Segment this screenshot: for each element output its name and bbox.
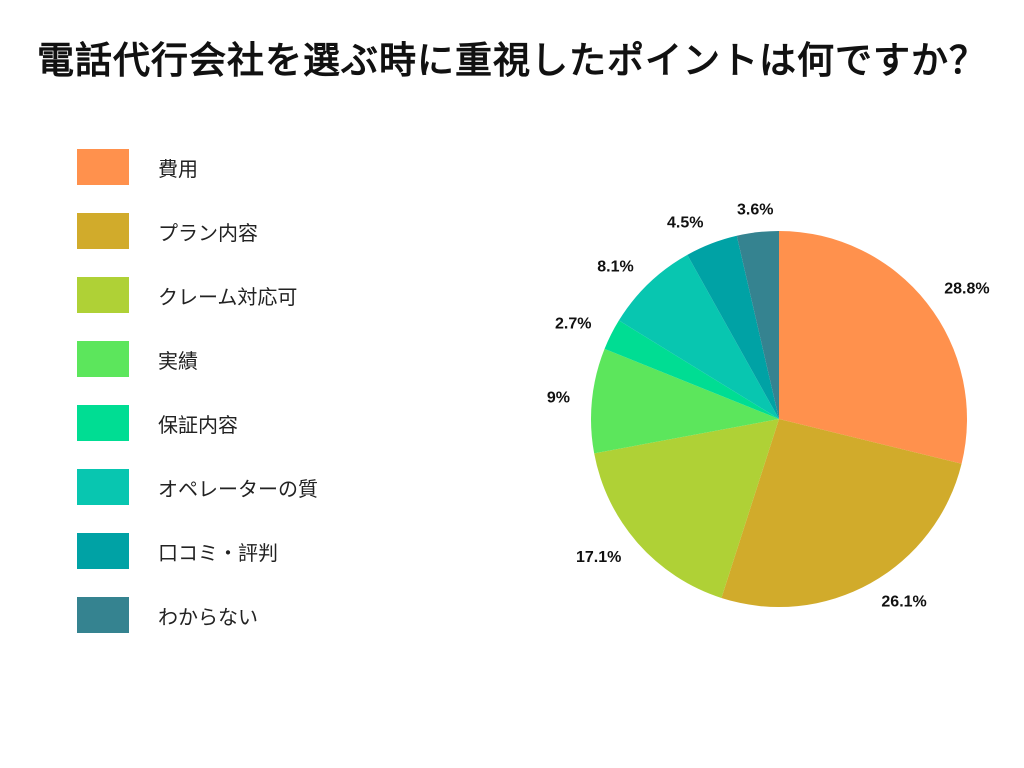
slice-data-label: 26.1% [881,594,926,611]
chart-legend: 費用プラン内容クレーム対応可 実績保証内容オペレーターの質 口コミ・評判 わからない [77,149,318,661]
slice-data-label: 28.8% [944,281,989,298]
legend-swatch [77,277,129,313]
slice-data-label: 9% [547,389,570,406]
legend-swatch [77,405,129,441]
slice-data-label: 2.7% [555,316,591,333]
legend-label: 保証内容 [158,412,238,437]
legend-label: プラン内容 [158,220,258,245]
legend-item: クレーム対応可 [77,277,318,313]
legend-label: 口コミ・評判 [158,540,278,565]
pie-slice [594,419,779,598]
legend-swatch [77,213,129,249]
legend-label: オペレーターの質 [158,476,318,501]
slice-data-label: 4.5% [667,214,703,231]
legend-item: わからない [77,597,318,633]
legend-item: 費用 [77,149,318,185]
pie-slice [736,231,779,419]
legend-item: プラン内容 [77,213,318,249]
legend-item: 実績 [77,341,318,377]
legend-item: 保証内容 [77,405,318,441]
legend-item: 口コミ・評判 [77,533,318,569]
pie-slice [687,235,779,419]
pie-chart: 28.8% 26.1% 17.1% 9% 2.7% 8.1% 4.5% 3.6% [547,202,990,611]
legend-swatch [77,341,129,377]
pie-slice [721,419,962,607]
legend-swatch [77,469,129,505]
chart-title: 電話代行会社を選ぶ時に重視したポイントは何ですか？ [37,39,987,82]
slice-data-label: 8.1% [597,259,633,276]
slice-data-label: 3.6% [737,202,773,219]
pie-slice [591,348,779,454]
legend-label: 費用 [158,156,198,181]
legend-label: 実績 [158,348,198,373]
legend-label: クレーム対応可 [158,284,298,309]
slice-data-label: 17.1% [576,549,621,566]
pie-slice [604,320,779,419]
legend-label: わからない [158,604,258,629]
legend-swatch [77,533,129,569]
legend-swatch [77,597,129,633]
pie-slice [779,231,967,464]
legend-item: オペレーターの質 [77,469,318,505]
pie-slice [618,254,779,419]
legend-swatch [77,149,129,185]
